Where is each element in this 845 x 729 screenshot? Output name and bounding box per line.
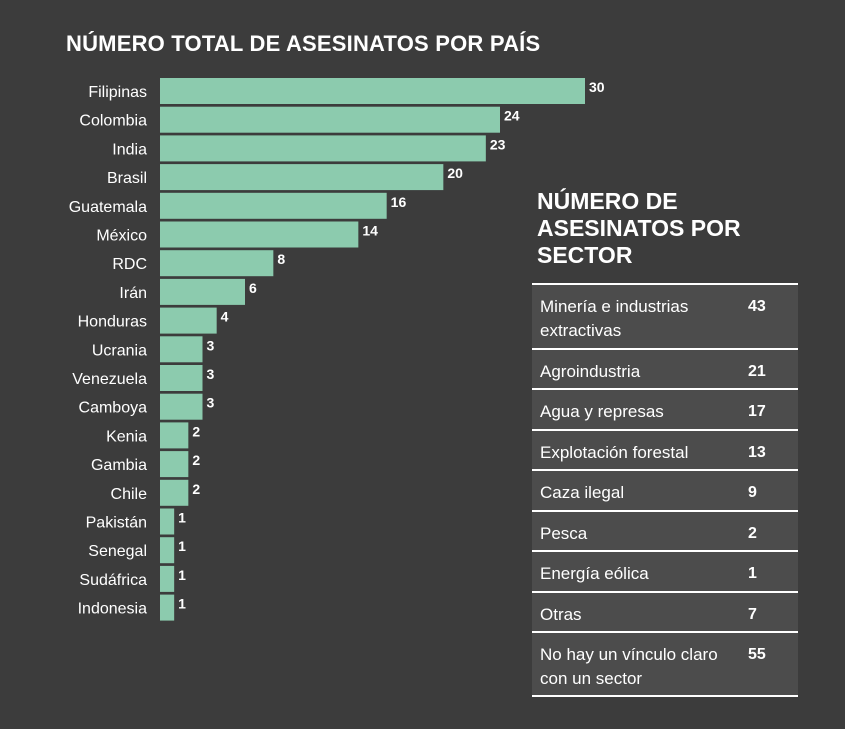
bar-0 [160,78,585,104]
sector-name: Agroindustria [540,362,641,381]
sector-value: 21 [748,363,766,380]
sector-value: 13 [748,444,766,461]
category-label: Filipinas [88,84,147,101]
category-label: RDC [112,256,147,273]
bar-2 [160,135,486,162]
sector-row: Caza ilegal 9 [532,471,798,512]
sector-name: Minería e industrias extractivas [540,297,689,340]
category-label: Colombia [79,113,147,130]
sector-name: Pesca [540,524,588,543]
sector-table-title: NÚMERO DE ASESINATOS POR SECTOR [537,188,741,268]
category-label: India [112,141,147,158]
sector-name: Explotación forestal [540,443,689,462]
value-label: 3 [207,337,215,353]
sector-value: 17 [748,403,766,420]
category-label: Senegal [88,543,147,560]
bar-8 [160,307,217,334]
bar-6 [160,250,274,277]
value-label: 14 [362,223,378,239]
category-label: Gambia [91,457,147,474]
category-label: Pakistán [86,515,147,532]
bar-7 [160,278,245,305]
category-label: Ucrania [92,342,147,359]
sector-row: Agua y represas 17 [532,390,798,431]
category-label: Brasil [107,170,147,187]
sector-value: 55 [748,646,766,663]
value-label: 1 [178,510,186,526]
sector-name: No hay un vínculo claro con un sector [540,645,718,688]
sector-name: Caza ilegal [540,483,625,502]
bar-17 [160,565,175,592]
sector-row: Otras 7 [532,593,798,633]
sector-value: 43 [748,298,766,315]
sector-name: Agua y represas [540,402,664,421]
sector-row: Agroindustria 21 [532,350,798,390]
value-label: 6 [249,280,257,296]
category-label: Sudáfrica [79,572,147,589]
sector-row: Pesca 2 [532,512,798,552]
category-label: Irán [119,285,147,302]
bar-14 [160,479,189,506]
bar-18 [160,594,175,621]
bar-4 [160,192,387,219]
sector-value: 2 [748,525,757,542]
sector-row: No hay un vínculo claro con un sector 55 [532,633,798,697]
value-label: 30 [589,79,605,95]
bar-10 [160,365,203,391]
category-label: Chile [111,486,148,503]
value-label: 16 [391,194,407,210]
sector-row: Energía eólica 1 [532,552,798,593]
value-label: 8 [277,251,285,267]
bar-5 [160,221,359,248]
sector-value: 9 [748,484,757,501]
value-label: 4 [221,309,229,325]
value-label: 2 [192,452,200,468]
bar-3 [160,164,444,191]
value-label: 23 [490,136,506,152]
sector-value: 1 [748,565,757,582]
category-label: Guatemala [69,199,147,216]
sector-name: Otras [540,605,582,624]
sector-row: Explotación forestal 13 [532,431,798,471]
value-label: 20 [447,165,463,181]
sector-table: Minería e industrias extractivas 43 Agro… [532,283,798,697]
value-label: 3 [207,366,215,382]
category-label: Kenia [106,428,147,445]
value-label: 3 [207,395,215,411]
bar-13 [160,451,189,478]
value-label: 2 [192,481,200,497]
value-label: 1 [178,567,186,583]
category-label: Camboya [79,400,148,417]
country-chart-title: NÚMERO TOTAL DE ASESINATOS POR PAÍS [66,31,541,56]
bar-11 [160,393,203,420]
category-label: México [96,228,147,245]
value-label: 1 [178,596,186,612]
value-label: 2 [192,423,200,439]
category-label: Honduras [78,314,147,331]
sector-name: Energía eólica [540,564,649,583]
bar-9 [160,336,203,363]
bar-16 [160,537,175,564]
bar-15 [160,508,175,535]
value-label: 1 [178,538,186,554]
sector-value: 7 [748,606,757,623]
category-label: Venezuela [72,371,147,388]
value-label: 24 [504,108,520,124]
sector-row: Minería e industrias extractivas 43 [532,285,798,350]
bar-1 [160,106,500,133]
bar-12 [160,422,189,449]
category-label: Indonesia [78,601,147,618]
